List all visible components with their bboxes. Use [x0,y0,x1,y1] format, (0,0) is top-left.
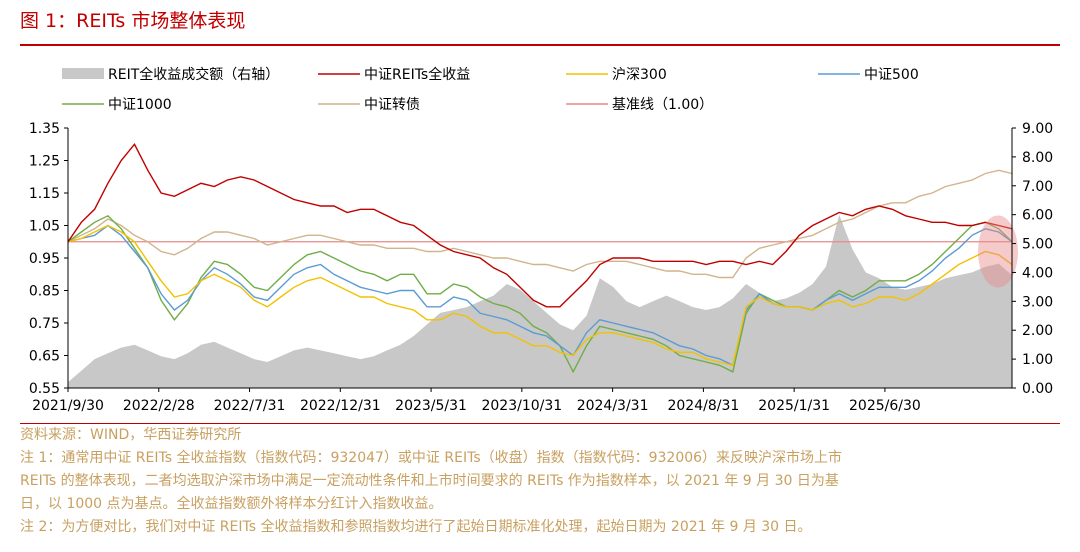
note-2: 注 2：为方便对比，我们对中证 REITs 全收益指数和参照指数均进行了起始日期… [20,519,812,535]
x-tick-label: 2022/7/31 [214,398,286,414]
left-tick-label: 0.55 [29,381,60,397]
note-1-line-3: 日，以 1000 点为基点。全收益指数额外将样本分红计入指数收益。 [20,496,443,512]
legend-label-baseline: 基准线（1.00） [612,96,713,113]
title-rule [20,44,1060,46]
x-tick-label: 2025/1/31 [758,398,830,414]
left-tick-label: 1.05 [29,219,60,235]
note-1-line-2: REITs 的整体表现，二者均选取沪深市场中满足一定流动性条件和上市时间要求的 … [20,473,839,489]
x-tick-label: 2023/10/31 [481,398,562,414]
right-tick-label: 2.00 [1022,323,1053,339]
left-tick-label: 0.95 [29,251,60,267]
note-1-line-1: 注 1：通常用中证 REITs 全收益指数（指数代码：932047）或中证 RE… [20,450,843,466]
x-tick-label: 2025/6/30 [849,398,921,414]
left-tick-label: 0.75 [29,316,60,332]
series-line-zz1000 [67,214,1013,374]
right-tick-label: 1.00 [1022,352,1053,368]
left-tick-label: 0.85 [29,284,60,300]
x-tick-label: 2024/3/31 [577,398,649,414]
x-tick-label: 2022/12/31 [300,398,381,414]
right-tick-label: 0.00 [1022,381,1053,397]
series-line-zz500 [67,224,1013,367]
right-tick-label: 8.00 [1022,150,1053,166]
footer-rule [20,423,1060,424]
left-tick-label: 1.35 [29,121,60,137]
right-tick-label: 6.00 [1022,208,1053,224]
series-line-hs300 [67,224,1013,367]
right-tick-label: 9.00 [1022,121,1053,137]
volume-area [68,214,1012,388]
legend-label-zz1000: 中证1000 [108,97,172,113]
recent-highlight [978,215,1018,288]
series-line-convert [67,169,1013,279]
reits-performance-chart: REIT全收益成交额（右轴） 中证REITs全收益 沪深300 中证500 中证1000… [29,66,1053,414]
axes: 1.35 1.25 1.15 1.05 0.95 0.85 0.75 0.65 0.55 9.00… [29,121,1053,414]
left-tick-label: 1.25 [29,154,60,170]
notes-block: 资料来源：WIND，华西证券研究所 注 1：通常用中证 REITs 全收益指数（… [20,424,1065,539]
right-tick-label: 5.00 [1022,237,1053,253]
page-title: 图 1：REITs 市场整体表现 [20,10,246,32]
left-tick-label: 0.65 [29,349,60,365]
x-tick-label: 2021/9/30 [32,398,104,414]
source-note: 资料来源：WIND，华西证券研究所 [20,427,242,443]
right-tick-label: 7.00 [1022,179,1053,195]
x-tick-label: 2022/2/28 [123,398,195,414]
plot-area [67,143,1018,388]
left-tick-label: 1.15 [29,186,60,202]
legend-label-reits: 中证REITs全收益 [364,66,470,83]
legend: REIT全收益成交额（右轴） 中证REITs全收益 沪深300 中证500 中证1000… [62,66,919,113]
series-line-reits [67,143,1013,308]
right-tick-label: 3.00 [1022,294,1053,310]
x-tick-label: 2024/8/31 [667,398,739,414]
legend-label-convert: 中证转债 [364,97,420,113]
right-tick-label: 4.00 [1022,265,1053,281]
legend-label-volume: REIT全收益成交额（右轴） [108,66,279,83]
legend-label-hs300: 沪深300 [612,67,667,83]
legend-label-zz500: 中证500 [864,67,919,83]
x-tick-label: 2023/5/31 [395,398,467,414]
legend-swatch-volume [62,68,104,79]
